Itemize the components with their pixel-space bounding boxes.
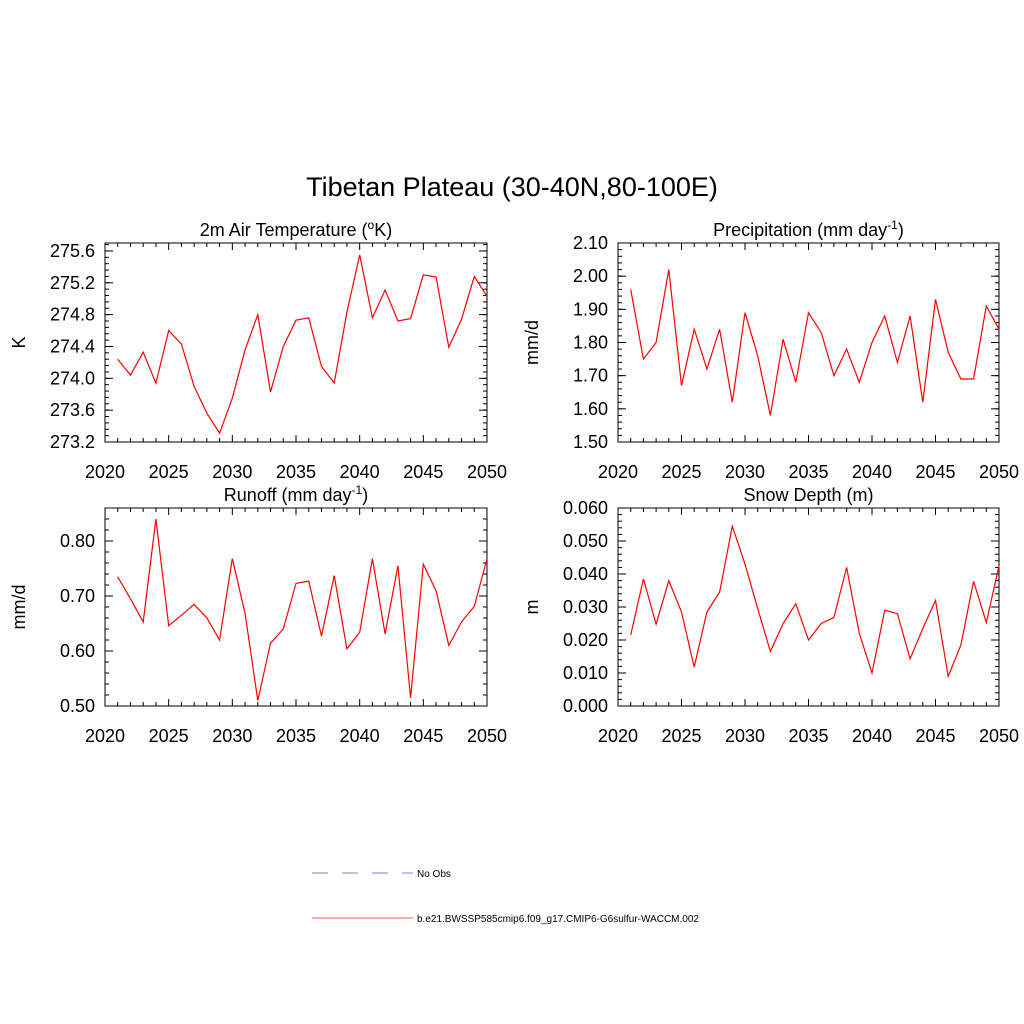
x-tick-label: 2035 bbox=[788, 726, 828, 746]
x-tick-label: 2050 bbox=[979, 726, 1019, 746]
panel-title: Snow Depth (m) bbox=[743, 485, 873, 505]
legend-label: No Obs bbox=[417, 869, 451, 880]
x-tick-label: 2050 bbox=[467, 462, 507, 482]
y-axis-label: m bbox=[522, 600, 542, 615]
panel-frame bbox=[104, 507, 488, 707]
series-line bbox=[630, 523, 1000, 679]
y-tick-label: 0.000 bbox=[563, 696, 608, 716]
x-tick-label: 2035 bbox=[276, 726, 316, 746]
y-axis-label: mm/d bbox=[522, 320, 542, 365]
panel-frame bbox=[617, 242, 1000, 443]
x-tick-label: 2025 bbox=[149, 726, 189, 746]
y-tick-label: 0.010 bbox=[563, 663, 608, 683]
x-tick-label: 2025 bbox=[661, 726, 701, 746]
y-tick-label: 273.6 bbox=[50, 400, 95, 420]
x-tick-label: 2040 bbox=[852, 726, 892, 746]
figure-title: Tibetan Plateau (30-40N,80-100E) bbox=[306, 172, 718, 202]
x-tick-label: 2045 bbox=[915, 462, 955, 482]
y-tick-label: 0.80 bbox=[60, 531, 95, 551]
y-tick-label: 0.050 bbox=[563, 531, 608, 551]
x-tick-label: 2045 bbox=[403, 462, 443, 482]
x-tick-label: 2025 bbox=[661, 462, 701, 482]
panel-frame bbox=[104, 242, 488, 443]
x-tick-label: 2020 bbox=[598, 726, 638, 746]
y-tick-label: 0.040 bbox=[563, 564, 608, 584]
y-tick-label: 1.50 bbox=[573, 432, 608, 452]
x-tick-label: 2035 bbox=[276, 462, 316, 482]
panel-frame bbox=[617, 507, 1000, 707]
x-tick-label: 2020 bbox=[85, 726, 125, 746]
panel-1: 2m Air Temperature (oK) K 273.2 273.6 274.0 2… bbox=[9, 218, 507, 482]
series-line bbox=[117, 254, 488, 435]
y-tick-label: 0.70 bbox=[60, 586, 95, 606]
panel-3: Runoff (mm day-1) mm/d 0.50 0.60 0.70 0.80 202… bbox=[9, 483, 507, 746]
y-tick-label: 1.60 bbox=[573, 399, 608, 419]
y-tick-label: 0.60 bbox=[60, 641, 95, 661]
x-tick-label: 2020 bbox=[598, 462, 638, 482]
panel-title: 2m Air Temperature (oK) bbox=[200, 218, 392, 240]
x-tick-label: 2045 bbox=[915, 726, 955, 746]
y-tick-label: 1.90 bbox=[573, 299, 608, 319]
panel-title: Precipitation (mm day-1) bbox=[713, 218, 904, 240]
x-tick-label: 2045 bbox=[403, 726, 443, 746]
x-tick-label: 2025 bbox=[149, 462, 189, 482]
x-tick-label: 2040 bbox=[340, 726, 380, 746]
y-tick-label: 1.70 bbox=[573, 366, 608, 386]
x-tick-label: 2030 bbox=[725, 462, 765, 482]
panel-4: Snow Depth (m) m 0.000 0.010 0.020 0.030 0.040… bbox=[522, 485, 1019, 746]
y-tick-label: 2.10 bbox=[573, 233, 608, 253]
y-tick-label: 273.2 bbox=[50, 432, 95, 452]
panels: 2m Air Temperature (oK) K 273.2 273.6 274.0 2… bbox=[9, 218, 1019, 746]
x-tick-label: 2030 bbox=[212, 462, 252, 482]
y-tick-label: 275.2 bbox=[50, 273, 95, 293]
y-tick-label: 0.50 bbox=[60, 696, 95, 716]
y-tick-label: 1.80 bbox=[573, 333, 608, 353]
series-line bbox=[117, 518, 488, 701]
y-tick-label: 274.8 bbox=[50, 305, 95, 325]
x-tick-label: 2035 bbox=[788, 462, 828, 482]
x-tick-label: 2020 bbox=[85, 462, 125, 482]
x-tick-label: 2040 bbox=[852, 462, 892, 482]
x-tick-label: 2030 bbox=[725, 726, 765, 746]
panel-2: Precipitation (mm day-1) mm/d 1.50 1.60 1.70… bbox=[522, 218, 1019, 482]
x-tick-label: 2040 bbox=[340, 462, 380, 482]
x-tick-label: 2050 bbox=[979, 462, 1019, 482]
y-tick-label: 0.020 bbox=[563, 630, 608, 650]
y-axis-label: mm/d bbox=[9, 585, 29, 630]
y-axis-label: K bbox=[9, 336, 29, 348]
panel-title: Runoff (mm day-1) bbox=[224, 483, 368, 505]
x-tick-label: 2030 bbox=[212, 726, 252, 746]
series-line bbox=[630, 269, 1000, 416]
legend: No Obs b.e21.BWSSP585cmip6.f09_g17.CMIP6-… bbox=[312, 869, 699, 925]
legend-label: b.e21.BWSSP585cmip6.f09_g17.CMIP6-G6sulf… bbox=[417, 914, 699, 925]
y-tick-label: 0.060 bbox=[563, 498, 608, 518]
y-tick-label: 2.00 bbox=[573, 266, 608, 286]
y-tick-label: 0.030 bbox=[563, 597, 608, 617]
y-tick-label: 274.0 bbox=[50, 368, 95, 388]
x-tick-label: 2050 bbox=[467, 726, 507, 746]
y-tick-label: 275.6 bbox=[50, 241, 95, 261]
y-tick-label: 274.4 bbox=[50, 336, 95, 356]
